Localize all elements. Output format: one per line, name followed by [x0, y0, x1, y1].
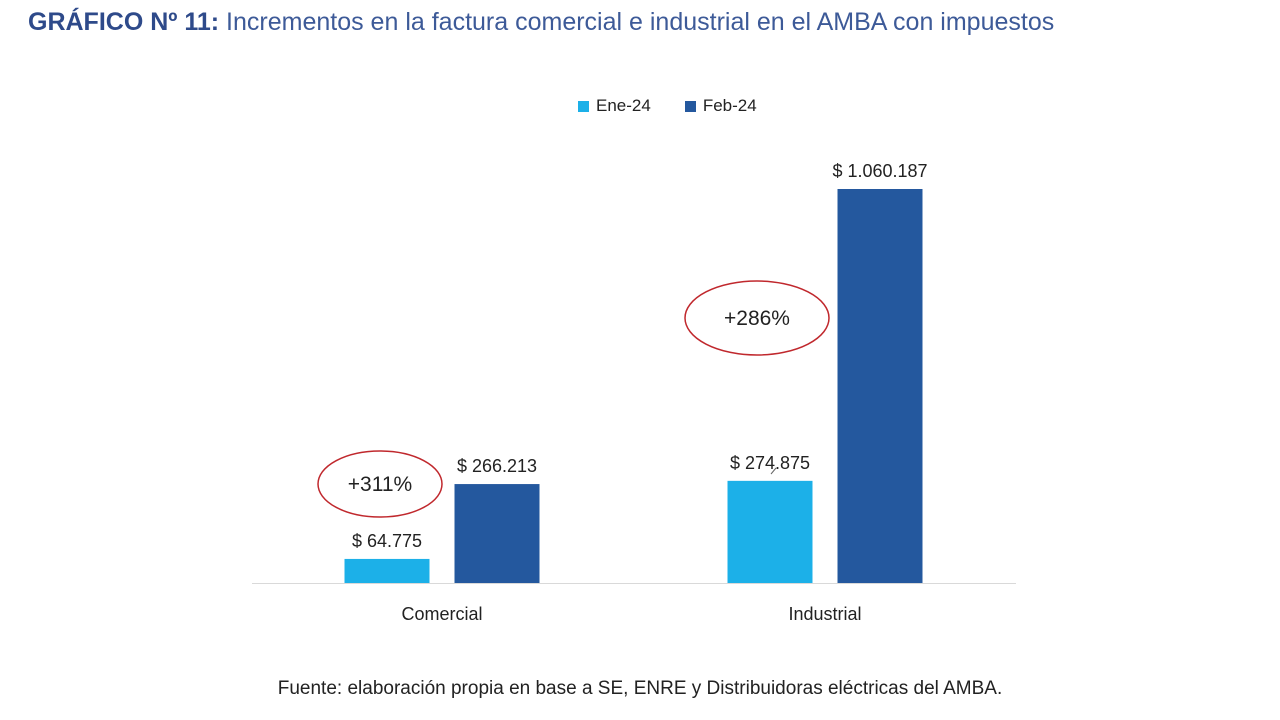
data-label-comercial-feb-24: $ 266.213 [457, 456, 537, 476]
legend-swatch-ene [578, 100, 589, 112]
bar-comercial-ene-24 [344, 558, 430, 583]
bar-industrial-ene-24 [727, 480, 813, 583]
x-tick-label-comercial: Comercial [401, 604, 482, 624]
annotation-text-industrial: +286% [724, 307, 790, 330]
source-note: Fuente: elaboración propia en base a SE,… [277, 678, 1003, 699]
label-leader-line [770, 467, 777, 475]
legend-item-ene: Ene-24 [578, 96, 651, 116]
legend-swatch-feb [684, 100, 696, 112]
chart-title: GRÁFICO Nº 11: Incrementos en la factura… [28, 8, 1054, 37]
data-label-comercial-ene-24: $ 64.775 [352, 531, 422, 551]
legend-label-feb: Feb-24 [702, 96, 757, 115]
annotation-ellipse-comercial [317, 450, 443, 518]
annotation-text-comercial: +311% [348, 473, 412, 496]
bar-comercial-feb-24 [454, 484, 540, 583]
annotation-ellipse-industrial [684, 280, 830, 356]
data-label-industrial-ene-24: $ 274.875 [730, 453, 810, 473]
chart-title-text: Incrementos en la factura comercial e in… [219, 8, 1055, 36]
legend-label-ene: Ene-24 [596, 96, 651, 115]
chart-title-number: GRÁFICO Nº 11: [28, 8, 220, 36]
legend: Ene-24 Feb-24 [578, 96, 757, 116]
data-label-industrial-feb-24: $ 1.060.187 [832, 161, 927, 181]
x-tick-label-industrial: Industrial [788, 604, 861, 624]
legend-item-feb: Feb-24 [684, 96, 757, 116]
bar-industrial-feb-24 [837, 189, 923, 583]
